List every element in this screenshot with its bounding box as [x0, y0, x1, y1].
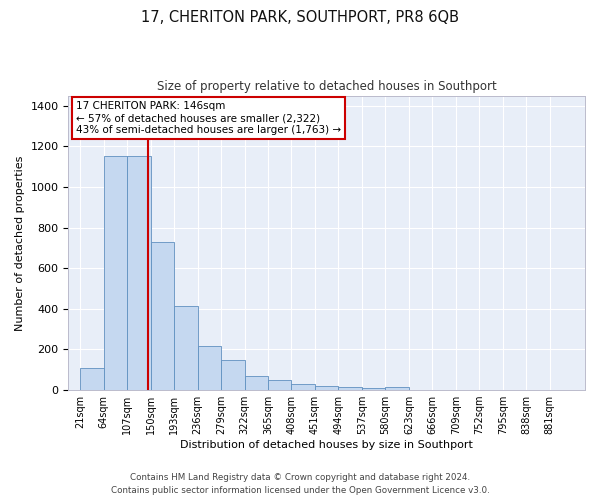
X-axis label: Distribution of detached houses by size in Southport: Distribution of detached houses by size … — [180, 440, 473, 450]
Text: 17, CHERITON PARK, SOUTHPORT, PR8 6QB: 17, CHERITON PARK, SOUTHPORT, PR8 6QB — [141, 10, 459, 25]
Bar — [362, 388, 385, 390]
Bar — [385, 387, 409, 390]
Bar — [80, 368, 104, 390]
Bar — [292, 384, 315, 390]
Bar — [338, 387, 362, 390]
Bar — [127, 156, 151, 390]
Bar — [221, 360, 245, 390]
Text: Contains HM Land Registry data © Crown copyright and database right 2024.
Contai: Contains HM Land Registry data © Crown c… — [110, 474, 490, 495]
Bar — [268, 380, 292, 390]
Y-axis label: Number of detached properties: Number of detached properties — [15, 155, 25, 330]
Title: Size of property relative to detached houses in Southport: Size of property relative to detached ho… — [157, 80, 497, 93]
Bar — [104, 156, 127, 390]
Bar — [315, 386, 338, 390]
Bar — [197, 346, 221, 390]
Bar — [151, 242, 174, 390]
Bar — [174, 306, 197, 390]
Bar — [245, 376, 268, 390]
Text: 17 CHERITON PARK: 146sqm
← 57% of detached houses are smaller (2,322)
43% of sem: 17 CHERITON PARK: 146sqm ← 57% of detach… — [76, 102, 341, 134]
